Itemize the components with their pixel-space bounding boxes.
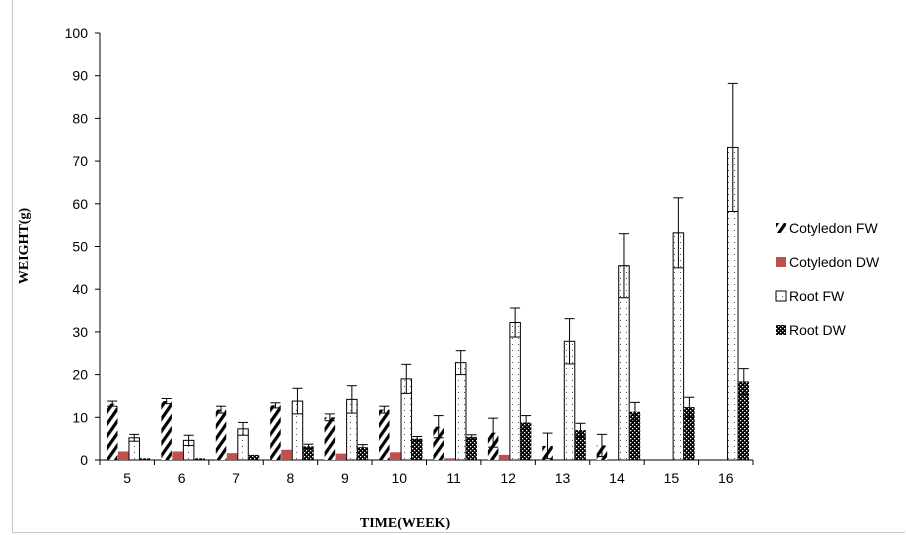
bar-root-dw: [303, 446, 314, 460]
bar-root-dw: [738, 381, 750, 460]
x-tick-label: 10: [392, 470, 408, 486]
y-axis-title: WEIGHT(g): [17, 208, 32, 285]
bar-cotyledon-fw: [215, 409, 227, 460]
bar-cotyledon-fw: [106, 403, 118, 460]
bar-root-dw: [412, 438, 423, 460]
bar-cotyledon-dw: [281, 449, 292, 460]
x-axis: 5 6 7 8 9 10 11 12 13 14 15 16: [99, 459, 754, 486]
y-tick-label: 0: [80, 452, 88, 468]
legend: Cotyledon FW Cotyledon DW Root FW Root DW: [775, 220, 880, 338]
bar-cotyledon-fw: [270, 405, 281, 460]
legend-swatch: [776, 325, 786, 335]
y-tick-label: 70: [72, 153, 88, 169]
bar-cotyledon-dw: [444, 458, 455, 460]
x-tick-label: 11: [446, 470, 461, 486]
bar-root-dw: [629, 411, 641, 460]
x-tick-label: 8: [287, 470, 295, 486]
y-tick-label: 20: [72, 367, 88, 383]
bar-cotyledon-dw: [226, 453, 238, 460]
bar-root-dw: [684, 407, 695, 460]
chart-frame: [12, 0, 905, 533]
bar-root-dw: [575, 430, 586, 460]
y-tick-label: 60: [72, 196, 88, 212]
legend-label: Root FW: [789, 288, 845, 304]
bar-root-dw: [520, 422, 532, 460]
legend-swatch: [775, 290, 787, 302]
x-tick-label: 13: [555, 470, 571, 486]
bar-cotyledon-fw: [324, 417, 336, 460]
legend-swatch: [776, 223, 786, 233]
bar-root-dw: [194, 458, 205, 460]
legend-label: Root DW: [789, 322, 847, 338]
x-tick-label: 6: [178, 470, 186, 486]
x-tick-label: 9: [341, 470, 349, 486]
bar-root-dw: [466, 436, 477, 460]
bar-cotyledon-dw: [390, 452, 401, 460]
bar-cotyledon-fw: [433, 426, 444, 460]
x-tick-label: 14: [609, 470, 625, 486]
bar-cotyledon-fw: [161, 401, 172, 460]
bar-root-dw: [357, 447, 369, 460]
x-tick-label: 5: [123, 470, 131, 486]
bar-cotyledon-dw: [498, 454, 510, 460]
y-tick-label: 100: [65, 25, 89, 41]
bar-cotyledon-dw: [117, 451, 129, 460]
y-tick-label: 10: [72, 409, 88, 425]
y-tick-label: 50: [72, 239, 88, 255]
bar-root-dw: [248, 454, 260, 460]
legend-label: Cotyledon FW: [789, 220, 878, 236]
x-axis-title: TIME(WEEK): [360, 516, 451, 531]
y-tick-label: 40: [72, 281, 88, 297]
bar-cotyledon-fw: [379, 409, 390, 460]
bar-root-fw: [509, 322, 521, 461]
x-tick-label: 7: [232, 470, 240, 486]
x-tick-label: 12: [500, 470, 516, 486]
bar-root-dw: [139, 458, 151, 460]
bar-root-fw: [454, 362, 467, 461]
legend-label: Cotyledon DW: [789, 254, 880, 270]
bar-cotyledon-dw: [172, 451, 183, 460]
y-axis: 0 10 20 30 40 50 60 70 80 90 100: [65, 25, 101, 468]
y-tick-label: 30: [72, 324, 88, 340]
x-tick-label: 15: [664, 470, 680, 486]
y-tick-label: 90: [72, 68, 88, 84]
x-tick-label: 16: [718, 470, 734, 486]
legend-swatch: [776, 257, 786, 267]
y-tick-label: 80: [72, 110, 88, 126]
bar-cotyledon-dw: [335, 453, 347, 460]
